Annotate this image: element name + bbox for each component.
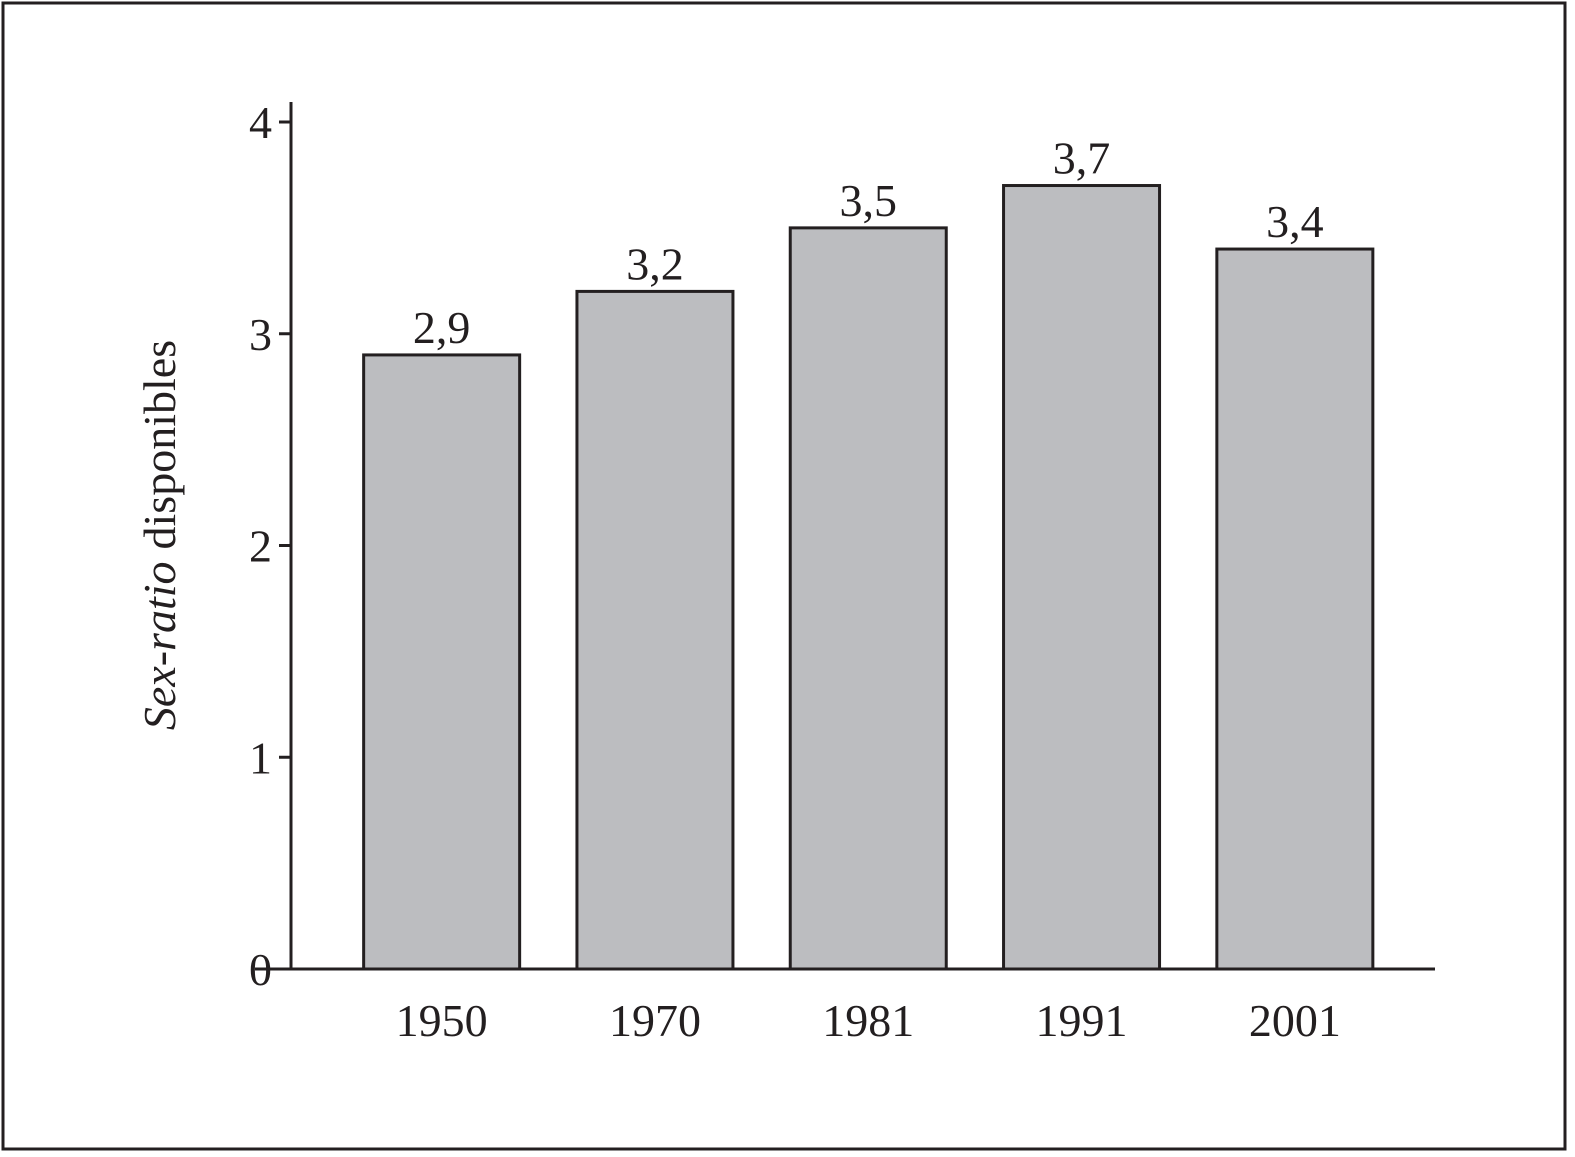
y-tick-label: 3 — [249, 309, 272, 360]
value-label: 3,2 — [626, 238, 684, 289]
bar — [362, 353, 522, 971]
value-label: 3,7 — [1053, 133, 1111, 184]
value-label: 3,4 — [1266, 196, 1324, 247]
y-axis-label: Sex-ratio disponibles — [134, 340, 185, 730]
bar — [1215, 247, 1375, 971]
value-label: 3,5 — [840, 175, 898, 226]
x-tick-label: 1970 — [609, 995, 701, 1046]
x-tick-label: 1950 — [396, 995, 488, 1046]
x-tick-label: 2001 — [1249, 995, 1341, 1046]
y-tick-label: 2 — [249, 521, 272, 572]
x-tick-label: 1981 — [822, 995, 914, 1046]
x-tick-label: 1991 — [1036, 995, 1128, 1046]
y-axis-label-rest: disponibles — [134, 340, 185, 550]
value-label: 2,9 — [413, 302, 471, 353]
y-axis-label-italic: Sex-ratio — [134, 561, 185, 730]
y-tick-label: 1 — [249, 732, 272, 783]
bar — [1002, 184, 1162, 971]
bar — [575, 289, 735, 971]
y-tick-label: 4 — [249, 97, 272, 148]
y-tick-label: 0 — [249, 944, 272, 995]
bar — [788, 226, 948, 971]
